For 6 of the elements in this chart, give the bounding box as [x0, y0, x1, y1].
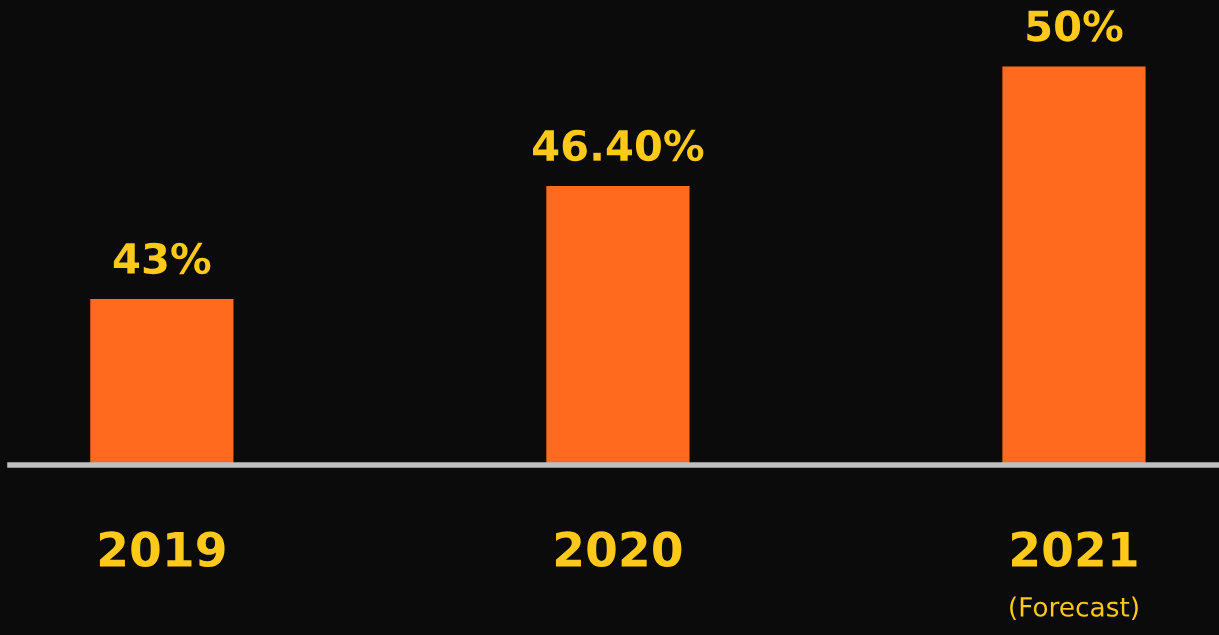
- data-label: 50%: [1027, 10, 1123, 42]
- x-tick-label: 2020: [555, 531, 682, 568]
- x-tick-label: 2019: [99, 531, 225, 568]
- x-tick-label: 2021 (Forecast): [1010, 531, 1138, 620]
- data-label: 43%: [113, 242, 211, 275]
- data-label: 46.40%: [533, 129, 704, 162]
